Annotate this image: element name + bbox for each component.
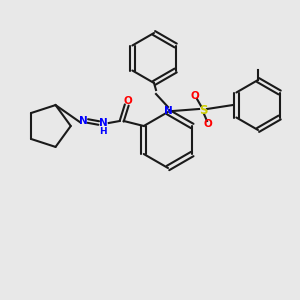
Text: O: O: [204, 119, 212, 129]
Text: N: N: [80, 116, 88, 126]
Text: N: N: [164, 106, 172, 116]
Text: H: H: [99, 127, 106, 136]
Text: N: N: [99, 118, 108, 128]
Text: S: S: [199, 103, 207, 116]
Text: O: O: [123, 96, 132, 106]
Text: O: O: [190, 91, 200, 101]
